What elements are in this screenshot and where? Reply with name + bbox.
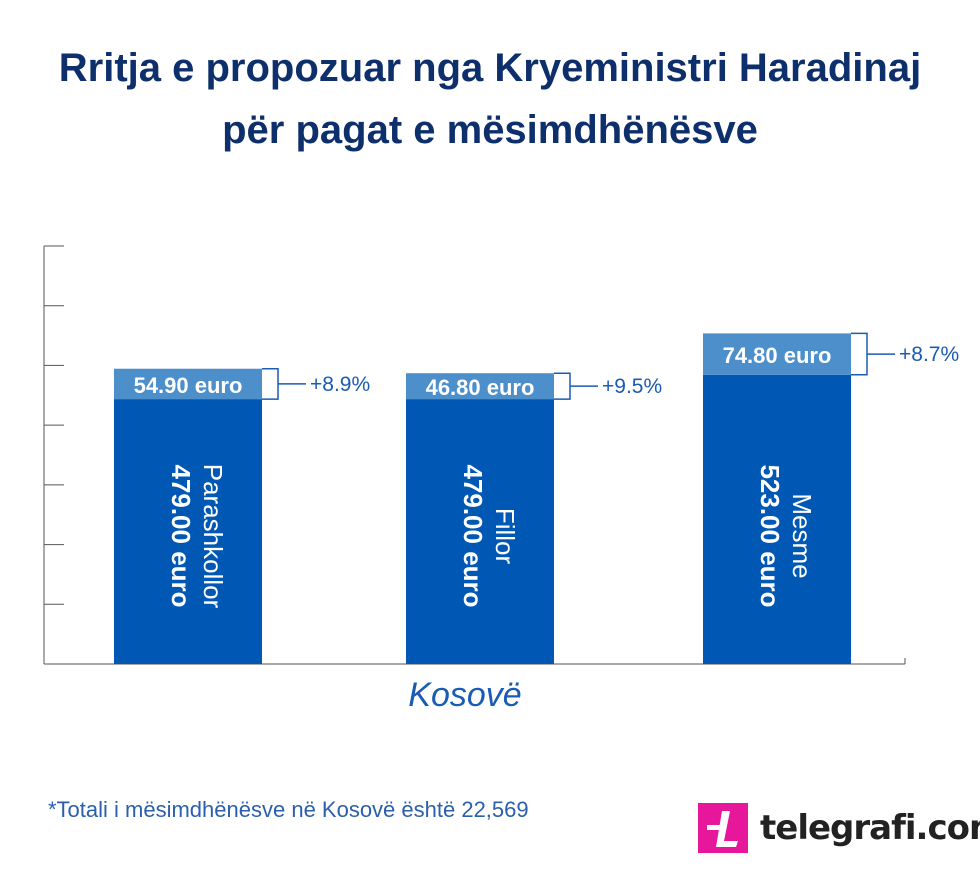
percent-increase-label: +8.7%: [899, 343, 959, 366]
category-label: Mesme: [787, 493, 817, 578]
category-label: Fillor: [490, 508, 520, 565]
chart-title-line-2: për pagat e mësimdhënësve: [222, 108, 758, 152]
telegrafi-logo-icon: [698, 803, 748, 853]
increase-value-label: 54.90 euro: [134, 373, 243, 398]
category-label: Parashkollor: [198, 464, 228, 609]
bar-increase-mesme: [703, 333, 851, 375]
increase-value-label: 74.80 euro: [723, 343, 832, 368]
chart-title-line-1: Rritja e propozuar nga Kryeministri Hara…: [58, 46, 922, 90]
brand-name: telegrafi.com: [760, 808, 980, 848]
increase-bracket: [554, 372, 571, 400]
brand: telegrafi.com: [698, 803, 980, 853]
base-value-label: 523.00 euro: [755, 464, 785, 607]
bar-base-parashkollor: [114, 399, 262, 664]
increase-bracket: [262, 367, 279, 400]
percent-increase-label: +8.9%: [310, 373, 370, 396]
bar-base-mesme: [703, 374, 851, 664]
footnote: *Totali i mësimdhënësve në Kosovë është …: [48, 797, 529, 822]
increase-value-label: 46.80 euro: [426, 375, 535, 400]
base-value-label: 479.00 euro: [458, 464, 488, 607]
percent-increase-label: +9.5%: [602, 375, 662, 398]
bar-increase-parashkollor: [114, 368, 262, 400]
base-value-label: 479.00 euro: [166, 464, 196, 607]
bar-base-fillor: [406, 399, 554, 664]
increase-bracket: [851, 332, 868, 376]
bar-increase-fillor: [406, 373, 554, 400]
x-axis-label: Kosovë: [408, 676, 522, 714]
